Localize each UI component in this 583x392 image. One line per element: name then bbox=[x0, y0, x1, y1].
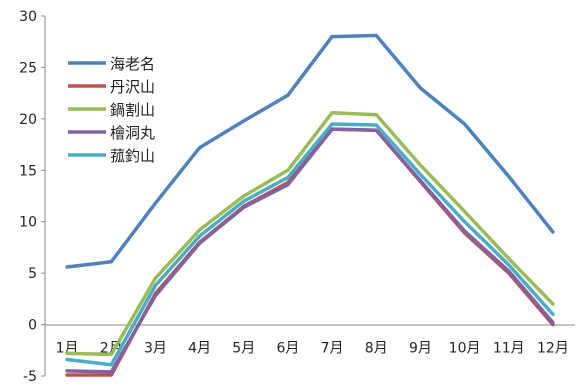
legend-label: 鍋割山 bbox=[110, 101, 155, 119]
x-tick-label: 5月 bbox=[232, 341, 255, 357]
legend-label: 海老名 bbox=[110, 55, 155, 73]
series-lines bbox=[65, 33, 555, 377]
y-tick-label: 30 bbox=[19, 9, 37, 25]
y-tick-label: -5 bbox=[23, 369, 37, 385]
x-tick-label: 7月 bbox=[321, 341, 344, 357]
x-tick-label: 3月 bbox=[144, 341, 167, 357]
x-tick-label: 8月 bbox=[365, 341, 388, 357]
legend-label: 檜洞丸 bbox=[110, 124, 155, 142]
x-tick-labels: 1月 2月 3月 4月 5月 6月 7月 8月 9月 10月 11月 12月 bbox=[56, 341, 569, 357]
y-tick-label: 20 bbox=[19, 112, 37, 128]
series-line-3 bbox=[65, 110, 555, 357]
legend-label: 丹沢山 bbox=[110, 78, 155, 96]
x-tick-label: 12月 bbox=[537, 341, 569, 357]
x-tick-label: 4月 bbox=[188, 341, 211, 357]
x-tick-label: 6月 bbox=[276, 341, 299, 357]
y-tick-label: 10 bbox=[19, 215, 37, 231]
series-line-4 bbox=[65, 127, 555, 374]
x-tick-label: 10月 bbox=[449, 341, 481, 357]
x-tick-label: 11月 bbox=[493, 341, 525, 357]
series-line-5 bbox=[65, 122, 555, 367]
legend-label: 菰釣山 bbox=[110, 147, 155, 165]
y-tick-label: 0 bbox=[28, 318, 37, 334]
y-tick-label: 15 bbox=[19, 163, 37, 179]
y-tick-label: 25 bbox=[19, 60, 37, 76]
y-tick-labels: -5 0 5 10 15 20 25 30 bbox=[19, 9, 45, 385]
x-tick-label: 9月 bbox=[409, 341, 432, 357]
y-tick-label: 5 bbox=[28, 266, 37, 282]
series-line-1 bbox=[65, 33, 555, 269]
series-line-2 bbox=[65, 127, 555, 377]
